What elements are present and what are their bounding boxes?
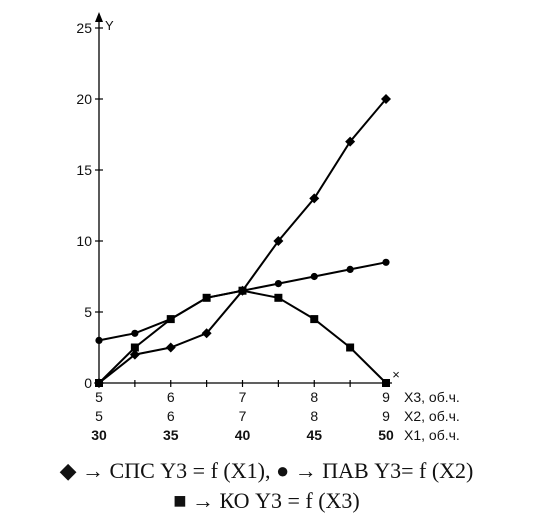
data-point-square — [95, 379, 103, 387]
data-point-diamond — [201, 328, 212, 339]
data-point-circle — [95, 336, 103, 344]
x-axis-label: X1, об.ч. — [404, 427, 460, 443]
series-line-circle — [98, 261, 387, 342]
x-tick-label: 8 — [310, 408, 318, 424]
x-tick-label: 30 — [91, 427, 107, 443]
x-tick-label: 6 — [167, 408, 175, 424]
x-tick-label: 9 — [382, 389, 390, 405]
axes: × — [95, 12, 400, 387]
data-point-diamond — [345, 136, 356, 147]
x-tick-label: 5 — [95, 389, 103, 405]
legend-line-2: ■ → КО Y3 = f (X3) — [173, 488, 360, 513]
y-tick-label: 0 — [84, 375, 92, 391]
series-group — [94, 94, 391, 388]
data-point-diamond — [309, 193, 320, 204]
y-tick-label: 15 — [76, 162, 92, 178]
data-point-circle — [274, 280, 282, 288]
data-point-square — [346, 343, 355, 352]
y-tick-label: 5 — [84, 304, 92, 320]
y-tick-label: 20 — [76, 91, 92, 107]
data-point-square — [310, 315, 319, 324]
x-tick-label: 50 — [378, 427, 394, 443]
x-axis-end-marker: × — [392, 367, 400, 382]
x-tick-label: 9 — [382, 408, 390, 424]
data-point-square — [238, 286, 247, 295]
data-point-square — [166, 315, 175, 324]
legend-line-1: ◆ → СПС Y3 = f (X1), ● → ПАВ Y3= f (X2) — [59, 458, 474, 483]
x-tick-label: 35 — [163, 427, 179, 443]
y-axis-arrow — [95, 12, 103, 22]
x-tick-label: 5 — [95, 408, 103, 424]
data-point-diamond — [273, 236, 284, 246]
x-tick-label: 6 — [167, 389, 175, 405]
data-point-diamond — [165, 342, 176, 353]
x-tick-label: 8 — [310, 389, 318, 405]
y-axis-label: Y — [105, 18, 114, 33]
x-axis-label: X2, об.ч. — [404, 408, 460, 424]
tick-labels: Y 0 5 10 15 20 25 — [76, 18, 114, 391]
x-tick-label: 45 — [306, 427, 322, 443]
data-point-circle — [131, 329, 139, 337]
data-point-square — [274, 293, 283, 302]
data-point-circle — [346, 265, 354, 273]
series-line-diamond — [98, 98, 387, 384]
x-axis-rows: 5 6 7 8 9 X3, об.ч. 5 6 7 8 9 X2, об.ч. 30 35 40 45 50 X1… — [91, 389, 460, 443]
data-point-square — [130, 343, 139, 352]
data-point-diamond — [381, 94, 391, 104]
y-tick-label: 10 — [76, 233, 92, 249]
series-line-square — [98, 289, 387, 384]
x-tick-label: 7 — [239, 389, 247, 405]
y-tick-label: 25 — [76, 20, 92, 36]
data-point-circle — [310, 272, 318, 281]
x-tick-label: 40 — [235, 427, 251, 443]
data-point-square — [202, 293, 211, 302]
x-axis-label: X3, об.ч. — [404, 389, 460, 405]
data-point-diamond — [129, 349, 140, 360]
data-point-circle — [382, 258, 390, 266]
x-tick-label: 7 — [239, 408, 247, 424]
data-point-square — [382, 379, 390, 387]
